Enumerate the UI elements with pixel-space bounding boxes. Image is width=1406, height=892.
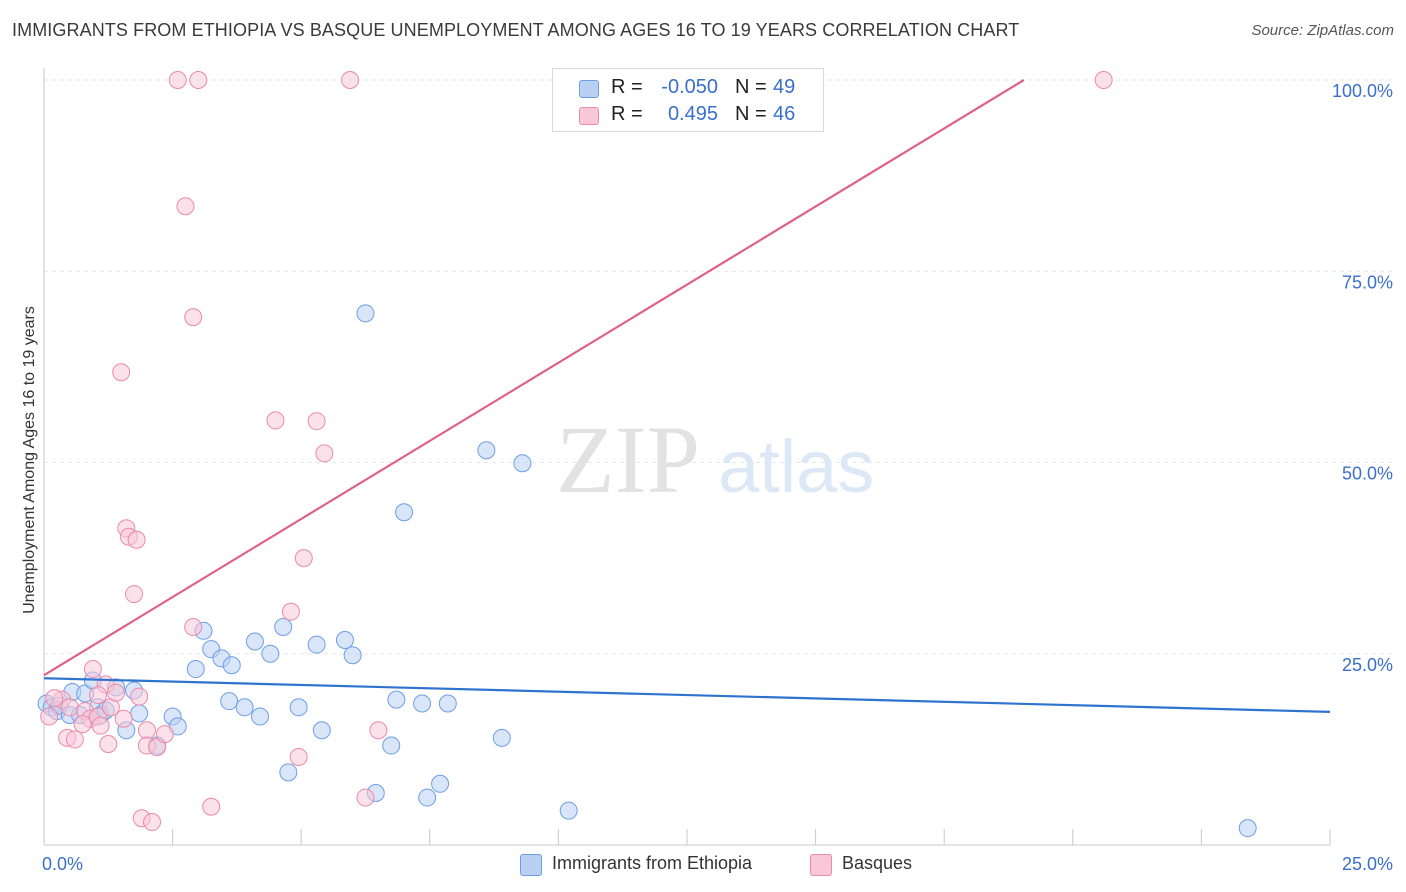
point-basques xyxy=(125,585,144,604)
point-ethiopia xyxy=(335,630,354,649)
point-basques xyxy=(112,363,131,382)
point-basques xyxy=(189,71,208,89)
point-ethiopia xyxy=(492,728,511,747)
point-basques xyxy=(114,709,133,728)
x-tick-label: 0.0% xyxy=(42,854,83,874)
point-ethiopia xyxy=(289,698,308,717)
point-ethiopia xyxy=(245,632,264,651)
point-basques xyxy=(202,797,221,816)
point-basques xyxy=(294,549,313,568)
legend-r-value: -0.050 xyxy=(661,76,718,98)
point-ethiopia xyxy=(274,617,293,636)
y-tick-label: 25.0% xyxy=(1342,655,1393,675)
legend-r-label: R = xyxy=(611,103,643,125)
legend-n-value: 49 xyxy=(773,76,796,98)
point-basques xyxy=(184,617,203,636)
source-label: Source: ZipAtlas.com xyxy=(1251,22,1394,39)
legend-swatch-ethiopia xyxy=(579,80,599,98)
point-basques xyxy=(281,602,300,621)
point-basques xyxy=(1094,71,1113,89)
point-ethiopia xyxy=(312,721,331,740)
trend-lines xyxy=(43,79,1331,713)
point-basques xyxy=(83,660,102,679)
point-ethiopia xyxy=(220,692,239,711)
point-basques xyxy=(266,411,285,430)
point-basques xyxy=(176,197,195,216)
point-ethiopia xyxy=(186,660,205,679)
grid-lines xyxy=(44,79,1395,655)
point-basques xyxy=(315,444,334,463)
point-ethiopia xyxy=(130,704,149,723)
point-basques xyxy=(65,730,84,749)
point-basques xyxy=(91,716,110,735)
legend-n-label: N = xyxy=(735,76,767,98)
point-basques xyxy=(307,412,326,431)
point-ethiopia xyxy=(418,788,437,807)
point-ethiopia xyxy=(382,736,401,755)
point-ethiopia xyxy=(235,698,254,717)
legend-swatch-basques xyxy=(579,107,599,125)
point-ethiopia xyxy=(261,644,280,663)
point-ethiopia xyxy=(387,690,406,709)
correlation-legend: R = -0.050 N = 49 R = 0.495 N = 46 xyxy=(552,68,824,132)
point-basques xyxy=(45,689,64,708)
point-basques xyxy=(184,308,203,327)
series-legend: Immigrants from Ethiopia Basques xyxy=(0,852,1406,878)
legend-n-value: 46 xyxy=(773,103,796,125)
point-basques xyxy=(107,683,126,702)
legend-row-ethiopia: R = -0.050 N = 49 xyxy=(553,74,823,100)
y-tick-label: 100.0% xyxy=(1332,81,1393,101)
series-label-ethiopia: Immigrants from Ethiopia xyxy=(552,853,753,873)
point-ethiopia xyxy=(513,454,532,473)
point-basques xyxy=(143,813,162,832)
point-basques xyxy=(99,735,118,754)
legend-n-label: N = xyxy=(735,103,767,125)
series-label-basques: Basques xyxy=(842,853,913,873)
y-tick-label: 75.0% xyxy=(1342,272,1393,292)
point-ethiopia xyxy=(559,801,578,820)
legend-r-label: R = xyxy=(611,76,643,98)
data-points xyxy=(37,71,1257,838)
point-ethiopia xyxy=(395,503,414,522)
point-basques xyxy=(60,698,79,717)
point-basques xyxy=(341,71,360,89)
point-ethiopia xyxy=(279,763,298,782)
watermark: ZIP atlas xyxy=(556,406,874,513)
point-basques xyxy=(356,788,375,807)
point-basques xyxy=(289,748,308,767)
chart-title: IMMIGRANTS FROM ETHIOPIA VS BASQUE UNEMP… xyxy=(12,20,1020,40)
point-basques xyxy=(40,707,59,726)
series-swatch-basques xyxy=(810,854,832,876)
tick-labels: 25.0% 50.0% 75.0% 100.0% 0.0% 25.0% xyxy=(42,81,1393,874)
series-swatch-ethiopia xyxy=(520,854,542,876)
point-ethiopia xyxy=(356,304,375,323)
point-ethiopia xyxy=(251,707,270,726)
point-ethiopia xyxy=(477,441,496,460)
point-ethiopia xyxy=(222,656,241,675)
y-tick-label: 50.0% xyxy=(1342,464,1393,484)
trend-line-basques xyxy=(43,79,1025,677)
point-basques xyxy=(89,686,108,705)
point-ethiopia xyxy=(438,694,457,713)
point-basques xyxy=(168,71,187,89)
point-ethiopia xyxy=(343,646,362,665)
point-basques xyxy=(369,721,388,740)
point-ethiopia xyxy=(413,694,432,713)
watermark-atlas: atlas xyxy=(718,425,874,508)
point-basques xyxy=(130,687,149,706)
point-ethiopia xyxy=(431,774,450,793)
point-basques xyxy=(73,715,92,734)
x-tick-label: 25.0% xyxy=(1342,854,1393,874)
point-basques xyxy=(155,725,174,744)
legend-row-basques: R = 0.495 N = 46 xyxy=(553,101,823,127)
point-ethiopia xyxy=(1238,819,1257,838)
watermark-zip: ZIP xyxy=(556,406,700,513)
point-ethiopia xyxy=(307,635,326,654)
trend-line-ethiopia xyxy=(43,677,1331,713)
point-basques xyxy=(127,530,146,549)
legend-r-value: 0.495 xyxy=(667,103,718,125)
point-basques xyxy=(137,721,156,740)
